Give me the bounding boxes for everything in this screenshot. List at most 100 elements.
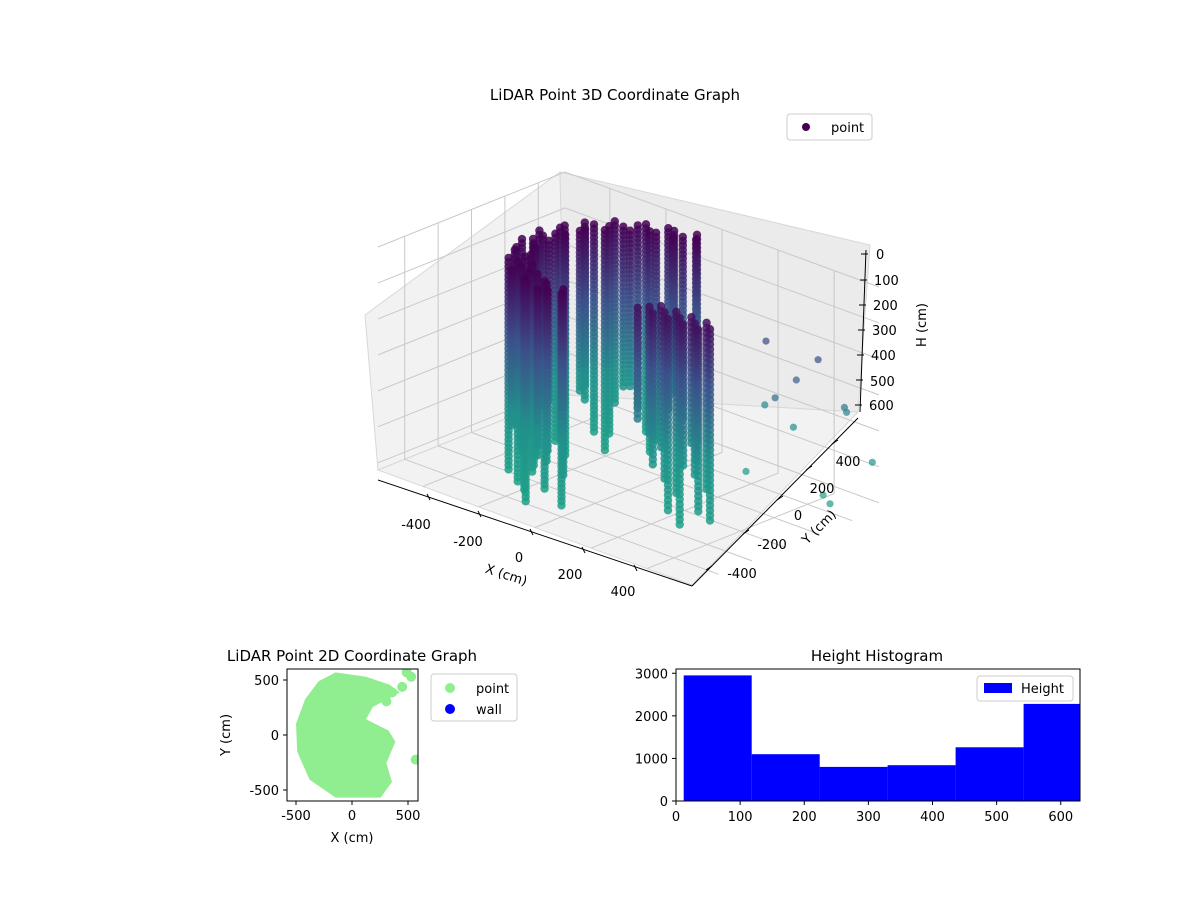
chart-3d-legend-label: point <box>831 121 864 136</box>
chart-3d-legend: point <box>786 113 873 141</box>
chart-2d: LiDAR Point 2D Coordinate Graph -500 0 5… <box>219 647 518 846</box>
outlier-point <box>814 356 822 364</box>
chart-2d-legend-label-wall: wall <box>476 703 502 718</box>
z3d-tick-label: 400 <box>871 349 896 364</box>
chart-3d-point-cloud <box>504 217 876 529</box>
chart-2d-legend-marker-point <box>445 683 455 693</box>
cloud-point <box>504 465 513 474</box>
hist-x-tick-label: 300 <box>856 810 881 825</box>
y2d-tick-label: 500 <box>254 674 279 689</box>
histogram-legend: Height <box>976 675 1074 702</box>
hist-x-tick-label: 600 <box>1048 810 1073 825</box>
grid-line <box>377 171 880 288</box>
z3d-tick-label: 300 <box>872 324 897 339</box>
cloud-point <box>663 506 673 515</box>
y3d-tick-label: 0 <box>794 509 802 524</box>
chart-3d-title: LiDAR Point 3D Coordinate Graph <box>490 86 740 104</box>
chart-3d-z-ticks: 0 100 200 300 400 500 600 H (cm) <box>855 248 930 414</box>
x2d-tick-label: 0 <box>348 809 356 824</box>
chart-2d-x-ticks: -500 0 500 X (cm) <box>281 801 420 846</box>
outlier-point <box>742 467 750 475</box>
hist-x-tick-label: 100 <box>728 810 753 825</box>
outlier-point <box>819 491 827 499</box>
chart-3d-legend-marker <box>802 123 810 131</box>
histogram-bar <box>1023 703 1080 801</box>
z3d-tick-label: 100 <box>874 274 899 289</box>
chart-3d-y-axis-line <box>691 417 859 587</box>
cloud-point <box>619 382 628 391</box>
y3d-tick-label: -200 <box>757 538 787 553</box>
cloud-point <box>633 414 642 423</box>
outlier-point <box>761 401 769 409</box>
chart-3d-z-axis-line <box>859 249 867 413</box>
histogram-legend-box <box>976 675 1074 702</box>
y2d-tick-label: 0 <box>271 729 279 744</box>
cloud-point <box>528 467 537 476</box>
cloud-point <box>589 427 599 436</box>
grid-line <box>590 250 779 549</box>
histogram-bar <box>819 766 888 801</box>
y3d-tick-label: 200 <box>810 482 835 497</box>
y3d-tick-mark <box>805 465 813 471</box>
z3d-tick-label: 200 <box>873 299 898 314</box>
chart-2d-legend-label-point: point <box>476 682 509 697</box>
x3d-axis-label: X (cm) <box>483 562 529 590</box>
grid-line <box>404 236 719 575</box>
histogram-legend-swatch <box>984 683 1012 693</box>
histogram-bars <box>683 675 1080 801</box>
y2d-axis-label: Y (cm) <box>219 714 234 757</box>
hist-y-tick-label: 2000 <box>635 710 668 725</box>
cloud-point <box>575 386 585 395</box>
cloud-point <box>600 446 610 455</box>
hist-x-tick-label: 400 <box>920 810 945 825</box>
scatter-2d-point <box>387 687 397 698</box>
chart-2d-legend-marker-wall <box>445 704 455 714</box>
x3d-tick-mark <box>477 510 482 518</box>
histogram-legend-label: Height <box>1021 682 1064 697</box>
chart-2d-title: LiDAR Point 2D Coordinate Graph <box>227 647 477 665</box>
x2d-axis-label: X (cm) <box>331 831 374 846</box>
y3d-tick-mark <box>776 495 784 501</box>
x3d-tick-label: -400 <box>401 518 431 533</box>
cloud-point <box>542 456 551 466</box>
hist-x-tick-label: 200 <box>792 810 817 825</box>
scatter-2d-point <box>397 681 408 692</box>
cloud-point <box>678 461 688 470</box>
cloud-point <box>551 436 560 445</box>
histogram-title: Height Histogram <box>811 647 943 665</box>
cloud-point <box>513 477 522 486</box>
histogram-y-ticks: 0 1000 2000 3000 <box>635 667 676 810</box>
outlier-point <box>789 423 798 431</box>
x3d-tick-mark <box>529 528 534 536</box>
chart-3d-x-axis-line <box>377 479 693 587</box>
scatter-2d-point <box>406 671 417 682</box>
x3d-tick-label: -200 <box>453 535 483 550</box>
cloud-point <box>533 451 542 460</box>
cloud-point <box>694 507 703 516</box>
hist-y-tick-label: 3000 <box>635 667 668 682</box>
x3d-tick-label: 400 <box>611 585 636 600</box>
y3d-axis-label: Y (cm) <box>799 507 840 548</box>
x2d-tick-label: 500 <box>396 809 421 824</box>
z3d-tick-label: 0 <box>876 248 884 263</box>
cloud-point <box>540 484 549 493</box>
grid-line <box>377 207 880 324</box>
z3d-axis-label: H (cm) <box>915 303 930 347</box>
cloud-point <box>705 516 715 525</box>
hist-y-tick-label: 1000 <box>635 752 668 767</box>
cloud-point <box>507 421 516 430</box>
hist-x-tick-label: 500 <box>984 810 1009 825</box>
grid-line <box>437 222 753 562</box>
y2d-tick-label: -500 <box>249 784 279 799</box>
cloud-point <box>543 446 552 455</box>
chart-2d-legend: point wall <box>430 673 518 722</box>
histogram-bar <box>955 747 1024 801</box>
cloud-point <box>557 501 566 510</box>
chart-2d-point-region <box>296 672 400 798</box>
x2d-tick-label: -500 <box>281 809 311 824</box>
y3d-tick-label: 400 <box>836 455 861 470</box>
y3d-tick-mark <box>705 565 713 571</box>
outlier-point <box>826 500 834 508</box>
hist-y-tick-label: 0 <box>660 795 668 810</box>
